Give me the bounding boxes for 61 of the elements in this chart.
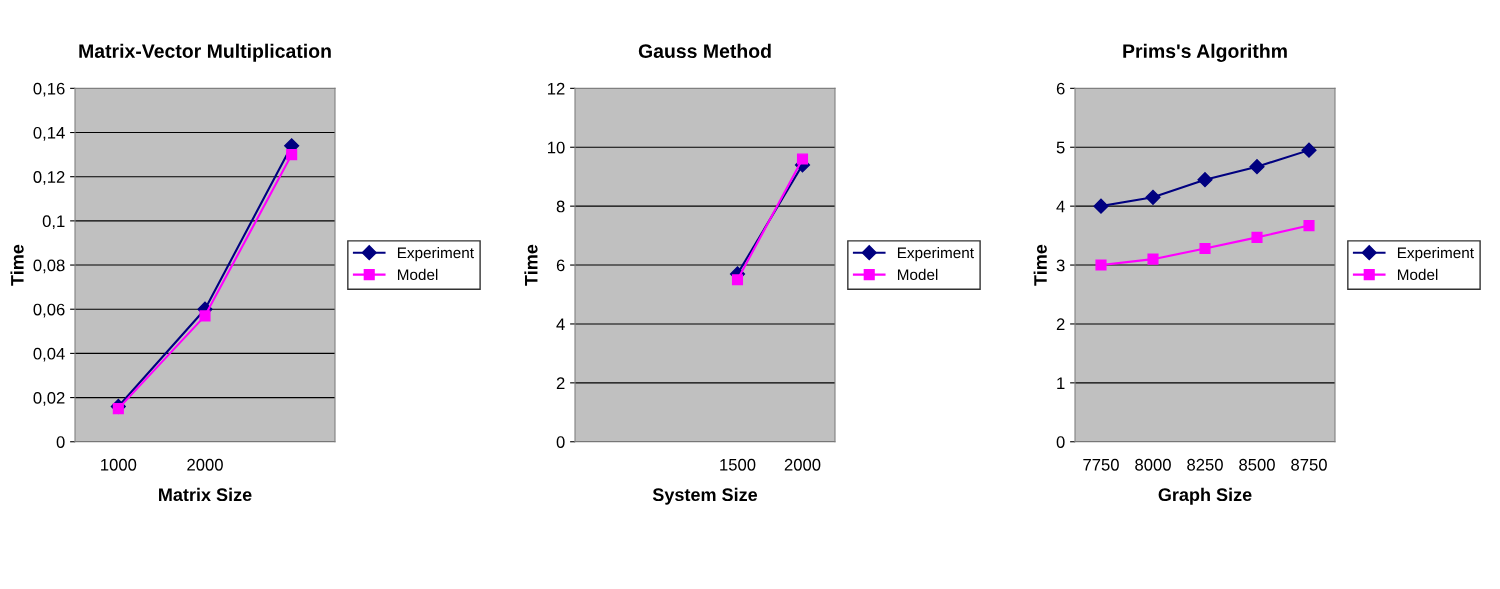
legend-label: Experiment (897, 246, 974, 262)
legend-label: Experiment (1397, 246, 1474, 262)
y-tick-label: 3 (1056, 259, 1065, 272)
y-tick-label: 4 (556, 318, 565, 330)
point (199, 310, 211, 322)
point (796, 153, 809, 165)
x-tick-label: 7750 (1083, 458, 1119, 471)
x-tick-label: 2000 (784, 458, 821, 471)
legend-label: Model (897, 268, 938, 281)
y-axis-title: Time (524, 244, 538, 286)
legend-label: Model (1397, 268, 1438, 281)
x-tick-label: 8000 (1135, 458, 1171, 471)
y-tick-label: 0 (556, 436, 565, 448)
x-axis-title: Matrix Size (159, 487, 252, 502)
point (1251, 231, 1263, 243)
y-tick-label: 0,16 (33, 82, 65, 97)
legend-label: Model (397, 268, 438, 281)
y-tick-label: 1 (1057, 377, 1065, 389)
y-tick-label: 0,06 (33, 303, 65, 318)
y-tick-label: 2 (556, 377, 565, 389)
x-tick-label: 8500 (1239, 458, 1275, 471)
x-tick-label: 1500 (720, 458, 756, 471)
x-axis-title: Graph Size (1158, 487, 1252, 505)
y-axis-title: Time (1033, 244, 1047, 286)
y-tick-label: 5 (1056, 141, 1065, 154)
point (286, 149, 298, 161)
chart-title: Gauss Method (638, 43, 771, 58)
point (1301, 142, 1317, 158)
x-tick-label: 8750 (1291, 458, 1327, 471)
point (1145, 189, 1161, 205)
point (1249, 159, 1265, 175)
x-axis-title: System Size (652, 487, 758, 505)
y-tick-label: 4 (1056, 200, 1065, 213)
y-tick-label: 0 (1056, 436, 1065, 448)
y-tick-label: 0,12 (33, 171, 65, 185)
chart-title: Prims's Algorithm (1123, 43, 1287, 62)
legend-label: Experiment (397, 246, 474, 262)
x-tick-label: 1000 (101, 458, 137, 471)
chart-title: Matrix-Vector Multiplication (79, 43, 331, 62)
y-tick-label: 0,04 (33, 347, 65, 362)
y-tick-label: 6 (556, 259, 565, 272)
point (731, 274, 744, 286)
y-axis-title: Time (10, 244, 24, 286)
y-tick-label: 0,14 (33, 126, 65, 141)
point (1199, 243, 1211, 255)
y-tick-label: 12 (548, 82, 565, 95)
y-tick-label: 10 (548, 141, 565, 154)
y-tick-label: 0,08 (33, 259, 65, 274)
y-tick-label: 0,1 (42, 215, 65, 230)
point (1093, 198, 1109, 214)
point (1095, 259, 1107, 271)
point (1147, 253, 1159, 265)
point (1303, 220, 1315, 232)
x-tick-label: 8250 (1187, 458, 1223, 471)
y-tick-label: 0,02 (33, 391, 65, 406)
x-tick-label: 2000 (187, 458, 223, 471)
point (1197, 172, 1213, 188)
y-tick-label: 2 (1056, 318, 1065, 330)
y-tick-label: 0 (56, 436, 65, 448)
y-tick-label: 8 (556, 200, 565, 213)
y-tick-label: 6 (1056, 82, 1065, 95)
